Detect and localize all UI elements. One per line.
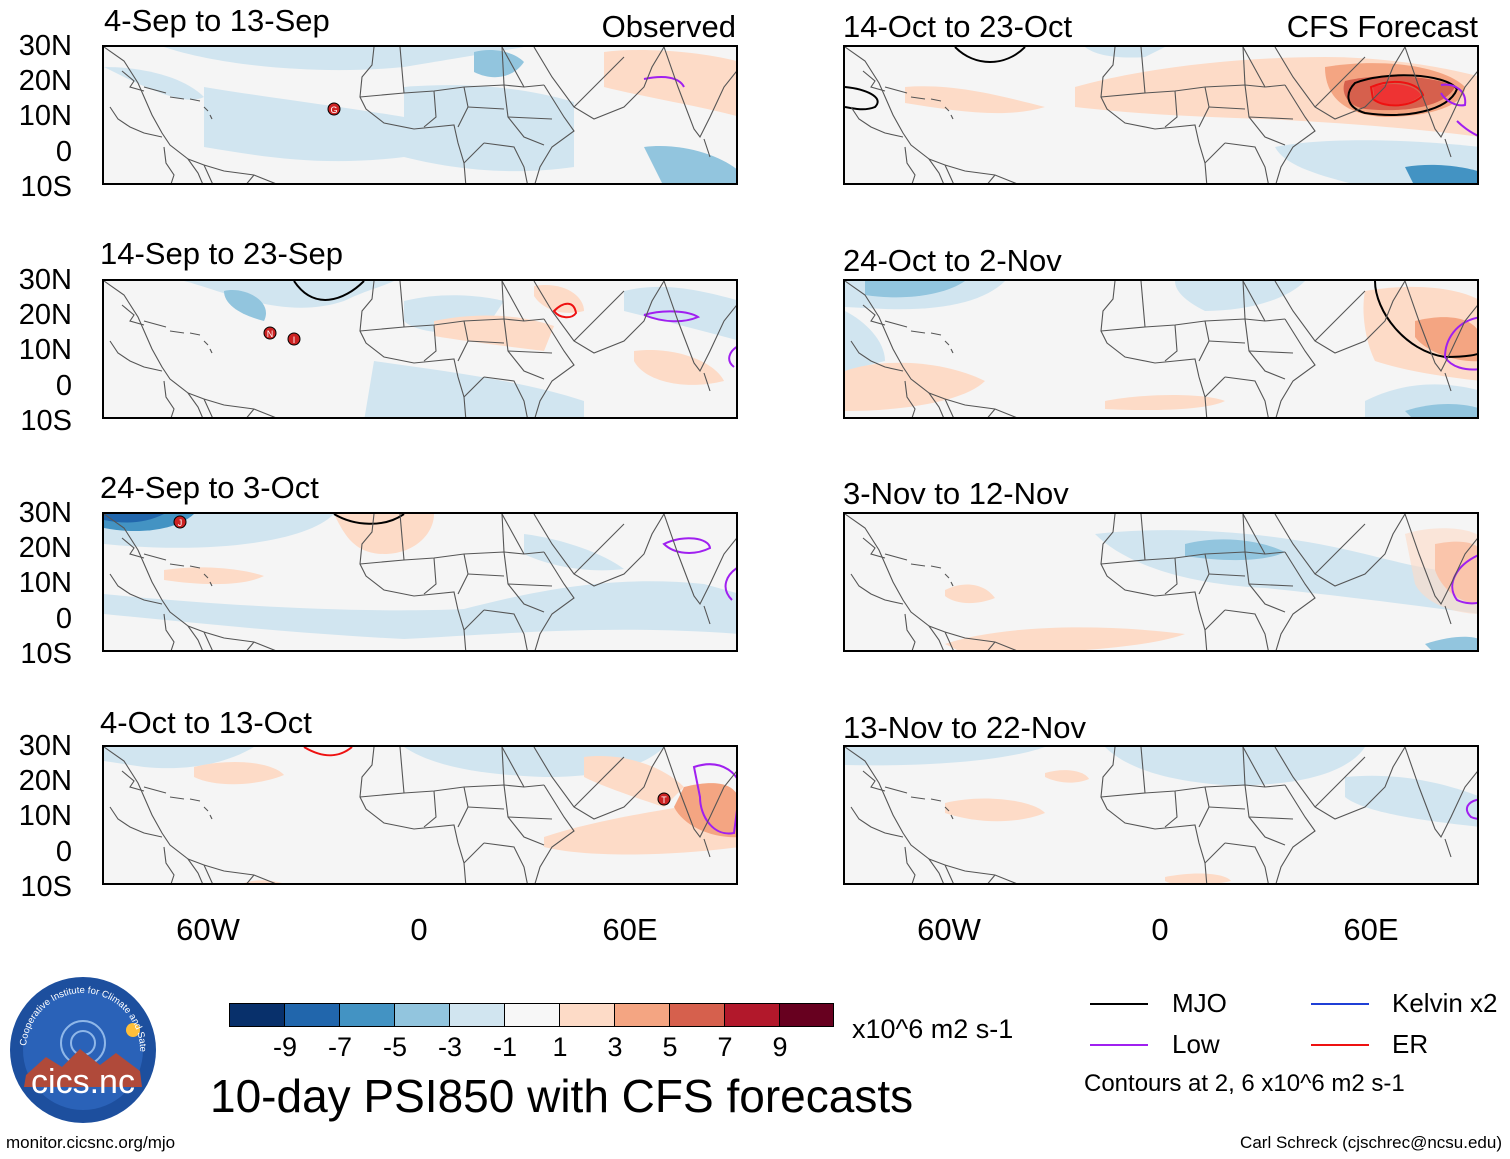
lat-label: 10S bbox=[20, 638, 72, 670]
panel-title: 4-Sep to 13-Sep bbox=[104, 3, 330, 38]
storm-marker: N bbox=[267, 329, 274, 339]
panel-title: 24-Sep to 3-Oct bbox=[100, 470, 319, 505]
lat-label: 10N bbox=[18, 800, 72, 832]
contours-note: Contours at 2, 6 x10^6 m2 s-1 bbox=[1084, 1070, 1405, 1097]
lon-label: 0 bbox=[410, 912, 428, 947]
map-panel: G bbox=[102, 45, 738, 185]
lat-label: 0 bbox=[55, 370, 72, 402]
footer-url: monitor.cicsnc.org/mjo bbox=[6, 1133, 176, 1152]
map-panel: J bbox=[102, 512, 738, 652]
legend-line-mjo bbox=[1090, 1003, 1148, 1005]
storm-marker: T bbox=[661, 795, 667, 805]
lat-label: 10N bbox=[18, 100, 72, 132]
colorbar-swatch bbox=[614, 1003, 670, 1027]
panel-title: 13-Nov to 22-Nov bbox=[843, 710, 1086, 745]
lon-label: 60W bbox=[176, 912, 240, 947]
colorbar-swatch bbox=[449, 1003, 505, 1027]
colorbar-swatch bbox=[504, 1003, 560, 1027]
legend-label-mjo: MJO bbox=[1172, 988, 1227, 1018]
lat-label: 30N bbox=[18, 730, 72, 762]
storm-marker: I bbox=[293, 335, 296, 345]
lat-label: 10S bbox=[20, 405, 72, 437]
lon-label: 0 bbox=[1151, 912, 1169, 947]
lat-label: 10S bbox=[20, 871, 72, 903]
lat-label: 20N bbox=[18, 65, 72, 97]
footer-credit: Carl Schreck (cjschrec@ncsu.edu) bbox=[1240, 1133, 1502, 1152]
map-panel: N I bbox=[102, 279, 738, 419]
lat-label: 0 bbox=[55, 136, 72, 168]
colorbar-tick-label: -7 bbox=[327, 1032, 352, 1062]
colorbar-tick-label: -3 bbox=[437, 1032, 462, 1062]
storm-marker: G bbox=[330, 105, 337, 115]
lat-label: 0 bbox=[55, 603, 72, 635]
colorbar-tick-label: 1 bbox=[552, 1032, 568, 1062]
figure-title: 10-day PSI850 with CFS forecasts bbox=[210, 1070, 914, 1122]
colorbar-tick-label: -5 bbox=[382, 1032, 407, 1062]
legend-label-low: Low bbox=[1172, 1029, 1220, 1059]
legend-line-low bbox=[1090, 1044, 1148, 1046]
colorbar-swatch bbox=[559, 1003, 615, 1027]
map-panel: T bbox=[102, 745, 738, 885]
lat-label: 10N bbox=[18, 334, 72, 366]
lat-label: 10S bbox=[20, 171, 72, 203]
lon-label: 60E bbox=[1343, 912, 1399, 947]
lat-label: 30N bbox=[18, 497, 72, 529]
lon-label: 60E bbox=[602, 912, 658, 947]
lat-label: 20N bbox=[18, 299, 72, 331]
colorbar-swatch bbox=[394, 1003, 450, 1027]
lat-label: 30N bbox=[18, 30, 72, 62]
lat-label: 20N bbox=[18, 532, 72, 564]
lat-label: 10N bbox=[18, 567, 72, 599]
lat-label: 20N bbox=[18, 765, 72, 797]
colorbar-tick-label: -9 bbox=[272, 1032, 297, 1062]
colorbar-tick-label: 3 bbox=[607, 1032, 623, 1062]
map-panel bbox=[843, 45, 1479, 185]
lat-label: 0 bbox=[55, 836, 72, 868]
logo-text: cics.nc bbox=[31, 1063, 135, 1101]
colorbar-swatch bbox=[284, 1003, 340, 1027]
map-panel bbox=[843, 745, 1479, 885]
colorbar-tick-label: 5 bbox=[662, 1032, 678, 1062]
panel-title: 3-Nov to 12-Nov bbox=[843, 476, 1069, 511]
forecast-label: CFS Forecast bbox=[1286, 9, 1478, 44]
colorbar-tick-label: 7 bbox=[717, 1032, 733, 1062]
legend-line-er bbox=[1311, 1044, 1369, 1046]
colorbar-swatch bbox=[724, 1003, 780, 1027]
cics-logo: cics.nc Cooperative Institute for Climat… bbox=[5, 967, 158, 1125]
observed-label: Observed bbox=[601, 9, 736, 44]
colorbar-swatch bbox=[339, 1003, 395, 1027]
storm-marker: J bbox=[178, 518, 183, 528]
panel-title: 24-Oct to 2-Nov bbox=[843, 243, 1062, 278]
legend-line-kelvin bbox=[1311, 1003, 1369, 1005]
legend-label-er: ER bbox=[1392, 1029, 1429, 1059]
panel-title: 4-Oct to 13-Oct bbox=[100, 705, 312, 740]
colorbar-units: x10^6 m2 s-1 bbox=[852, 1014, 1014, 1044]
panel-title: 14-Oct to 23-Oct bbox=[843, 9, 1073, 44]
colorbar-swatch bbox=[229, 1003, 285, 1027]
colorbar-swatch bbox=[669, 1003, 725, 1027]
panel-title: 14-Sep to 23-Sep bbox=[100, 236, 344, 271]
lat-label: 30N bbox=[18, 264, 72, 296]
colorbar-tick-label: 9 bbox=[772, 1032, 788, 1062]
colorbar-tick-label: -1 bbox=[492, 1032, 517, 1062]
map-panel bbox=[843, 512, 1479, 652]
map-panel bbox=[843, 279, 1479, 419]
colorbar-swatch bbox=[779, 1003, 834, 1027]
legend-label-kelvin: Kelvin x2 bbox=[1392, 988, 1498, 1018]
lon-label: 60W bbox=[917, 912, 981, 947]
